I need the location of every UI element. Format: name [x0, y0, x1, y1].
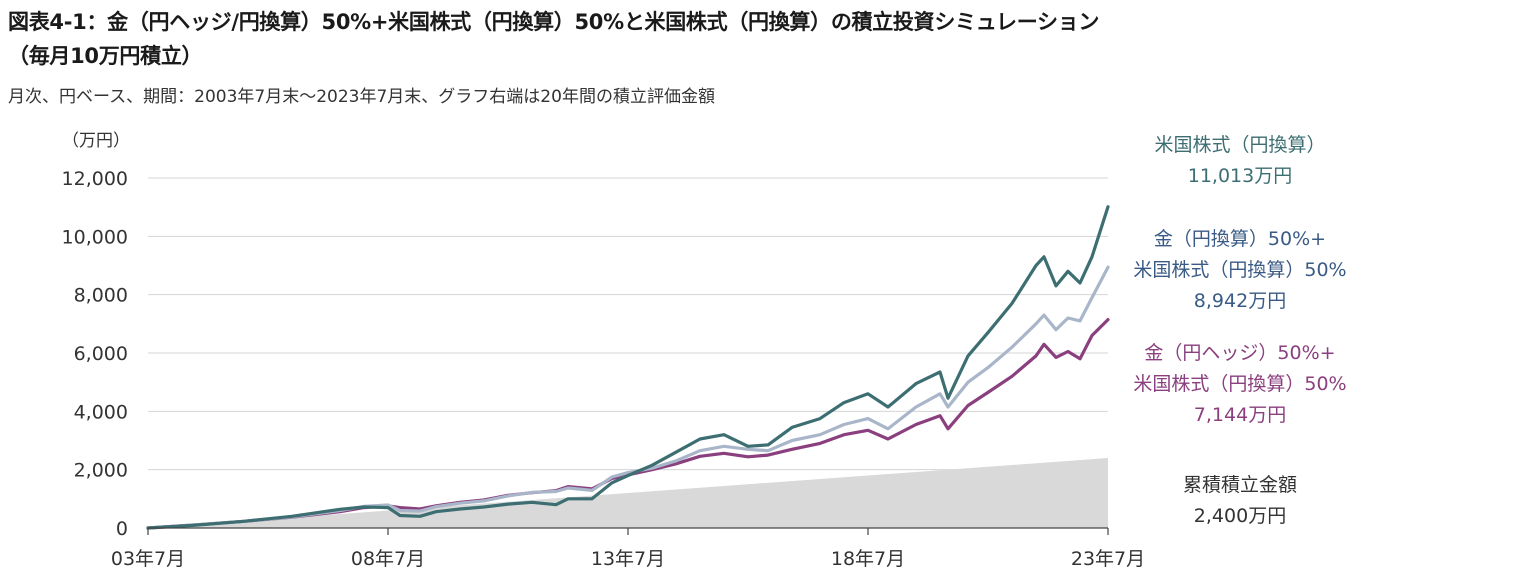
- chart-title: 図表4-1：金（円ヘッジ/円換算）50%+米国株式（円換算）50%と米国株式（円…: [8, 10, 1100, 34]
- y-tick-label: 2,000: [74, 460, 128, 482]
- x-tick-label: 08年7月: [351, 548, 425, 570]
- series-line-us-stock: [146, 205, 1110, 530]
- series-label-line: 米国株式（円換算）50%: [1133, 259, 1347, 281]
- x-tick-label: 13年7月: [591, 548, 665, 570]
- series-label-line: 金（円ヘッジ）50%+: [1144, 342, 1336, 364]
- x-tick-label: 18年7月: [831, 548, 905, 570]
- y-tick-label: 6,000: [74, 343, 128, 365]
- y-tick-label: 8,000: [74, 285, 128, 307]
- series-label-gold-hedged-mix: 金（円ヘッジ）50%+ 米国株式（円換算）50% 7,144万円: [1120, 338, 1360, 431]
- series-label-cumulative: 累積積立金額 2,400万円: [1140, 470, 1340, 532]
- cumulative-area: [148, 458, 1108, 528]
- series-label-us-stock: 米国株式（円換算） 11,013万円: [1140, 130, 1340, 192]
- series-label-line: 米国株式（円換算）50%: [1133, 373, 1347, 395]
- series-label-value: 7,144万円: [1193, 404, 1287, 426]
- series-label-line: 累積積立金額: [1182, 474, 1297, 496]
- chart-title-line2: （毎月10万円積立）: [8, 44, 203, 68]
- series-label-gold-jpy-mix: 金（円換算）50%+ 米国株式（円換算）50% 8,942万円: [1120, 224, 1360, 317]
- y-tick-label: 10,000: [62, 226, 128, 248]
- series-line-gold-hedged-mix: [146, 318, 1110, 530]
- y-tick-label: 0: [116, 518, 128, 540]
- x-tick-label: 03年7月: [111, 548, 185, 570]
- series-label-value: 8,942万円: [1193, 290, 1287, 312]
- series-label-value: 2,400万円: [1193, 505, 1287, 527]
- y-tick-label: 4,000: [74, 401, 128, 423]
- y-axis-unit: （万円）: [62, 131, 130, 151]
- y-tick-label: 12,000: [62, 168, 128, 190]
- series-label-line: 米国株式（円換算）: [1154, 134, 1326, 156]
- x-tick-label: 23年7月: [1071, 548, 1145, 570]
- chart-subtitle: 月次、円ベース、期間：2003年7月末～2023年7月末、グラフ右端は20年間の…: [8, 87, 715, 107]
- series-line-gold-jpy-mix: [146, 265, 1110, 530]
- series-label-line: 金（円換算）50%+: [1153, 228, 1327, 250]
- series-label-value: 11,013万円: [1187, 165, 1293, 187]
